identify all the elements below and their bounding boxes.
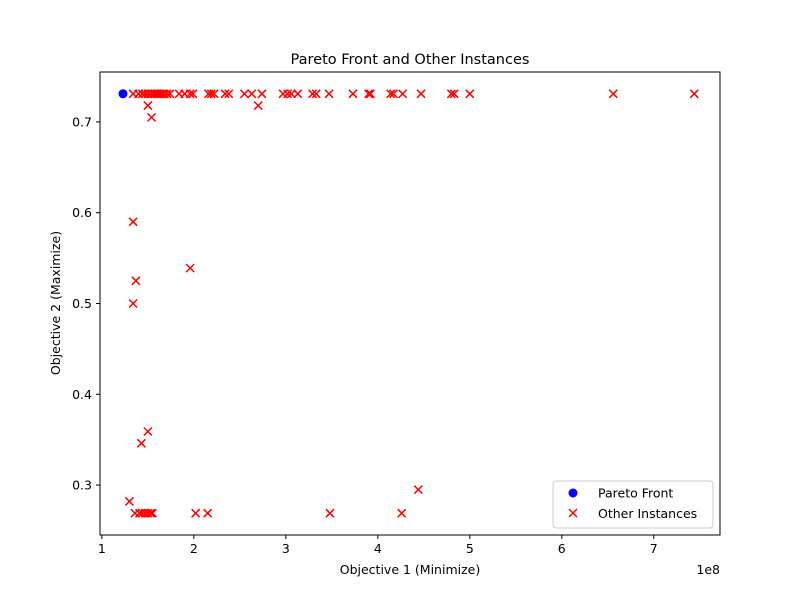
y-tick-label: 0.4: [72, 387, 92, 402]
other-instance-point: [247, 89, 257, 99]
legend-marker-pareto: [568, 488, 578, 498]
legend-label-other: Other Instances: [598, 506, 697, 521]
other-instance-point: [203, 508, 213, 518]
other-instance-point: [364, 89, 374, 99]
other-instance-point: [398, 89, 408, 99]
x-tick-label: 2: [190, 541, 198, 556]
other-instance-point: [324, 89, 334, 99]
y-tick-label: 0.3: [72, 478, 92, 493]
data-points: [118, 89, 699, 518]
other-instance-point: [143, 426, 153, 437]
other-instance-point: [165, 89, 175, 99]
x-tick-label: 7: [650, 541, 658, 556]
other-instance-point: [143, 101, 153, 111]
plot-frame: [99, 71, 721, 536]
x-tick-label: 3: [282, 541, 290, 556]
other-instance-point: [162, 89, 172, 99]
other-instance-point: [188, 89, 198, 99]
other-instance-point: [128, 298, 138, 309]
x-offset-label: 1e8: [696, 562, 720, 577]
y-tick-label: 0.7: [72, 114, 92, 129]
other-instance-point: [220, 89, 230, 99]
other-instance-point: [185, 263, 195, 273]
other-instance-point: [191, 508, 201, 518]
other-instance-point: [446, 89, 456, 99]
other-instance-point: [283, 89, 293, 99]
other-instance-point: [286, 89, 296, 99]
other-instance-point: [465, 89, 475, 99]
other-instance-point: [239, 89, 249, 99]
other-instance-point: [388, 89, 398, 99]
other-instance-point: [134, 89, 144, 99]
other-instance-point: [146, 112, 157, 122]
other-instance-point: [209, 89, 219, 99]
other-instance-point: [325, 508, 335, 518]
other-instance-point: [128, 217, 138, 227]
other-instance-point: [124, 496, 134, 506]
axis-ticks: 1 2 3 4 5 6 7 0.3 0.4 0.5 0.6 0.7: [72, 114, 658, 556]
other-instance-point: [257, 89, 267, 99]
other-instance-point: [689, 89, 699, 99]
x-tick-label: 4: [374, 541, 382, 556]
legend: Pareto Front Other Instances: [552, 480, 714, 529]
other-instance-point: [413, 485, 423, 495]
other-instance-point: [253, 101, 263, 111]
other-instance-point: [224, 89, 234, 99]
other-instance-point: [131, 276, 141, 286]
y-axis-label: Objective 2 (Maximize): [48, 231, 63, 375]
chart-title: Pareto Front and Other Instances: [291, 52, 530, 68]
other-instance-point: [156, 89, 166, 99]
other-instance-point: [365, 89, 375, 99]
other-instance-point: [397, 508, 407, 518]
y-tick-label: 0.6: [72, 205, 92, 220]
other-instance-point: [147, 508, 157, 518]
other-instance-point: [307, 89, 318, 99]
other-instance-point: [136, 438, 146, 448]
legend-box: [552, 480, 714, 529]
pareto-front-point: [118, 89, 128, 99]
other-instance-point: [185, 89, 195, 99]
other-instance-point: [416, 89, 426, 99]
other-instance-point: [293, 89, 303, 99]
other-instance-point: [449, 89, 459, 99]
other-instance-point: [311, 89, 321, 99]
other-instance-point: [348, 89, 358, 99]
y-tick-label: 0.5: [72, 296, 92, 311]
other-instance-point: [146, 508, 156, 518]
other-instance-point: [608, 89, 618, 99]
x-tick-label: 6: [558, 541, 566, 556]
other-instance-point: [386, 89, 396, 99]
legend-marker-other: [568, 508, 578, 518]
x-tick-label: 1: [98, 541, 106, 556]
x-tick-label: 5: [466, 541, 474, 556]
other-instance-point: [206, 89, 216, 99]
x-axis-label: Objective 1 (Minimize): [340, 562, 480, 577]
legend-label-pareto: Pareto Front: [598, 486, 673, 501]
